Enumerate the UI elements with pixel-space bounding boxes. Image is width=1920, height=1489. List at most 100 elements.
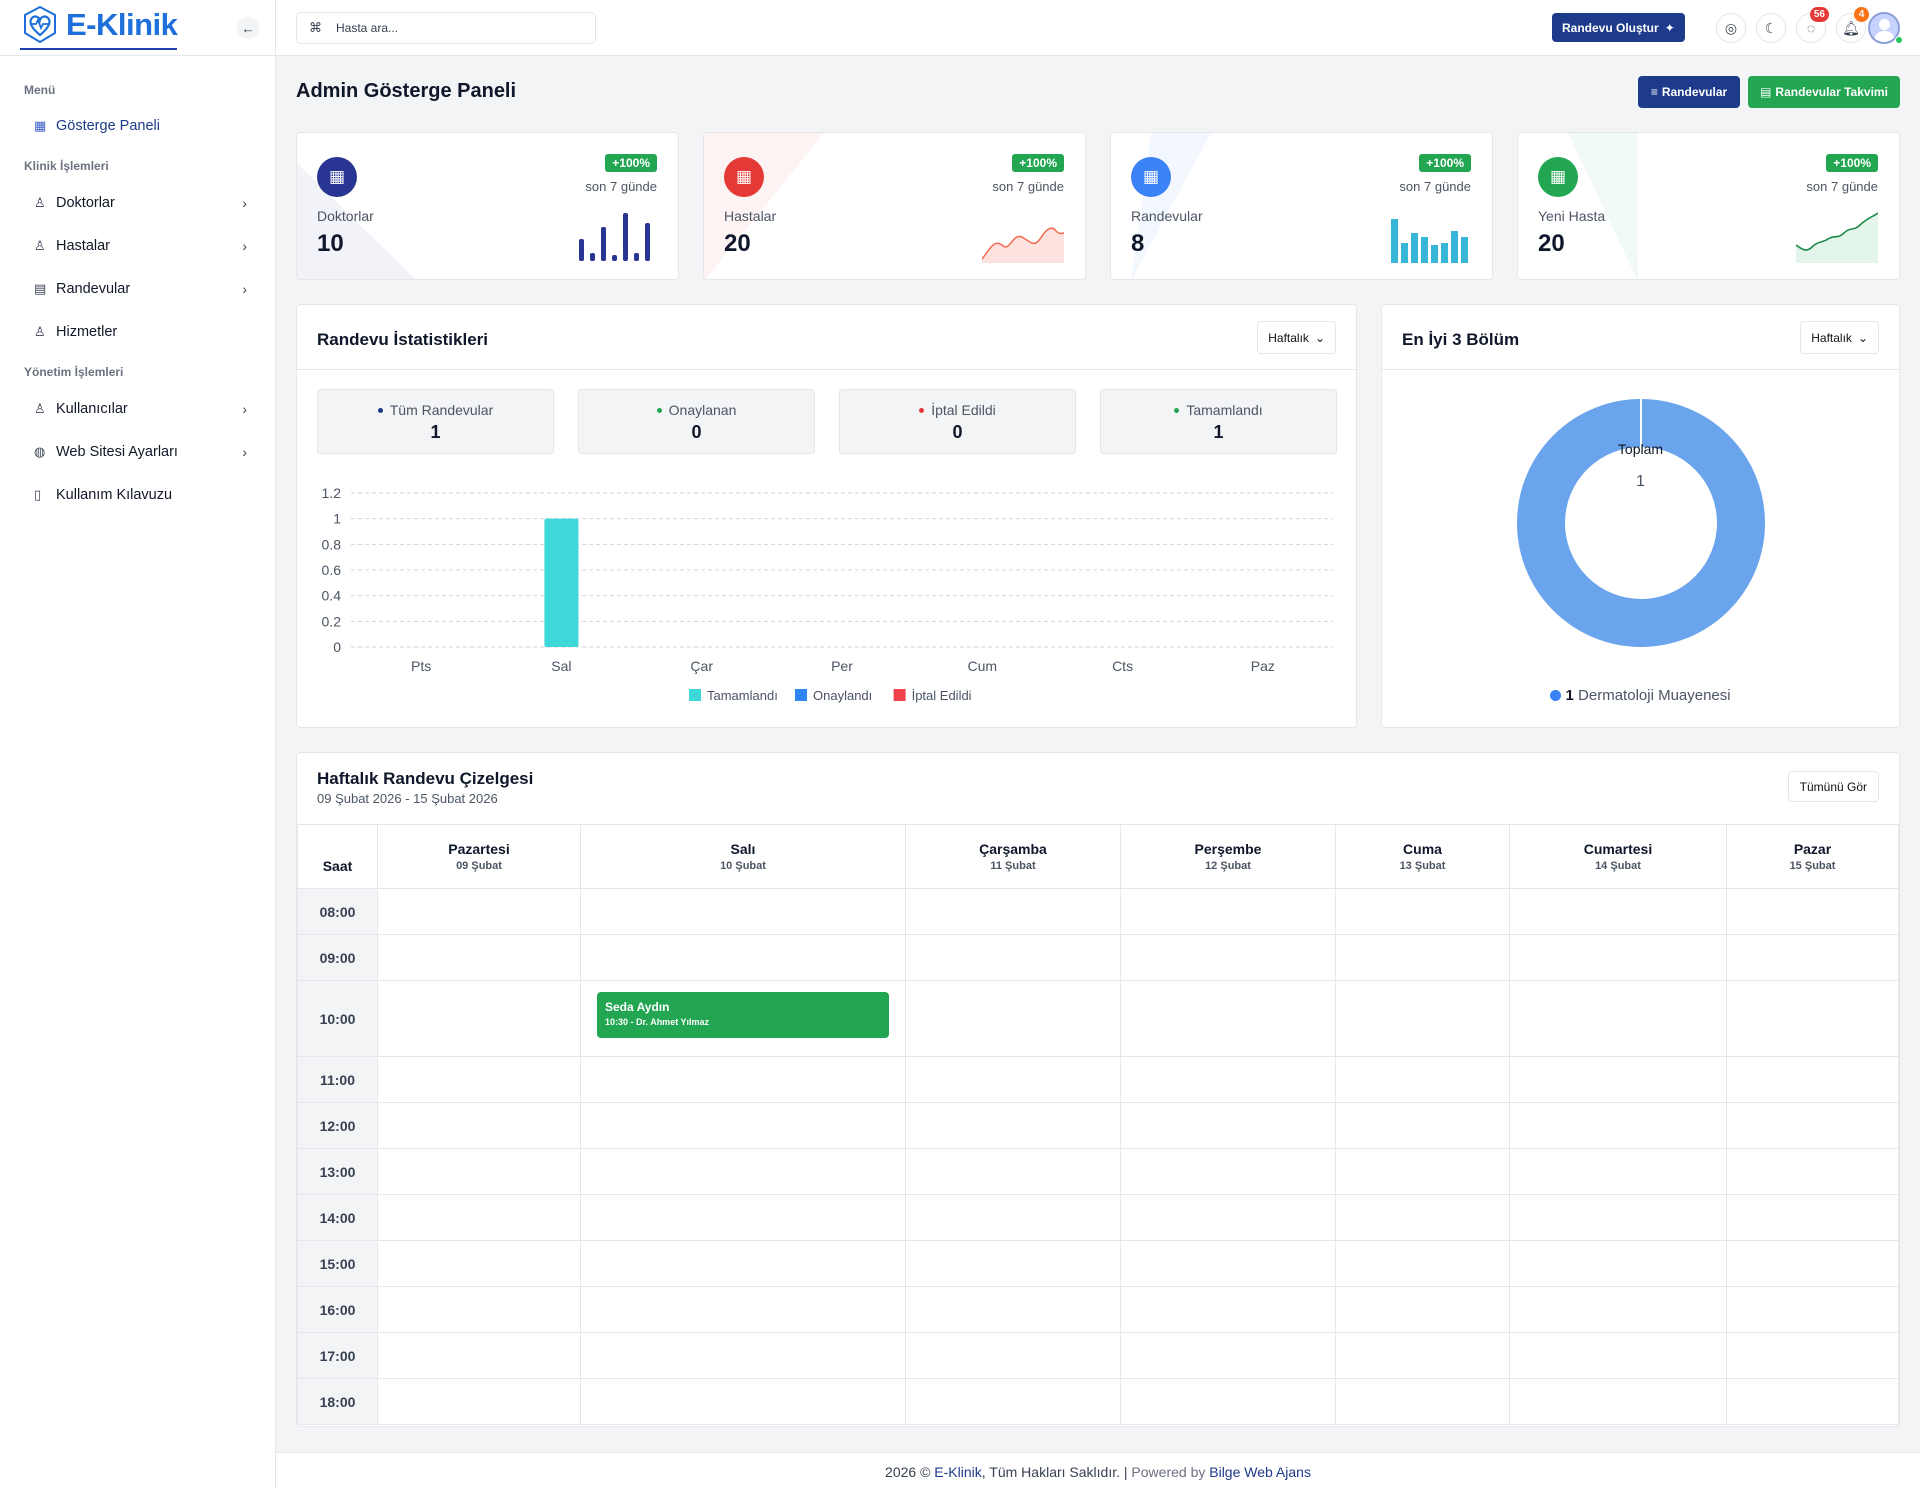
schedule-slot[interactable] bbox=[1335, 1240, 1510, 1287]
schedule-slot[interactable] bbox=[1335, 1102, 1510, 1149]
schedule-slot[interactable] bbox=[1726, 1056, 1899, 1103]
schedule-slot[interactable] bbox=[580, 888, 906, 935]
schedule-slot[interactable] bbox=[580, 1148, 906, 1195]
schedule-slot[interactable] bbox=[905, 934, 1121, 981]
schedule-slot[interactable] bbox=[1509, 934, 1727, 981]
view-all-button[interactable]: Tümünü Gör bbox=[1787, 771, 1879, 802]
schedule-slot[interactable] bbox=[1335, 1194, 1510, 1241]
schedule-slot[interactable] bbox=[1509, 980, 1727, 1057]
footer-agency-link[interactable]: Bilge Web Ajans bbox=[1209, 1464, 1311, 1480]
schedule-slot[interactable] bbox=[1120, 1378, 1336, 1425]
schedule-slot[interactable] bbox=[580, 1056, 906, 1103]
schedule-slot[interactable] bbox=[905, 1148, 1121, 1195]
sidebar-item-website-settings[interactable]: ◍ Web Sitesi Ayarları › bbox=[0, 430, 275, 473]
schedule-slot[interactable] bbox=[580, 1378, 906, 1425]
schedule-slot[interactable] bbox=[377, 1332, 581, 1379]
schedule-slot[interactable] bbox=[1335, 980, 1510, 1057]
sidebar-item-dashboard[interactable]: ▦ Gösterge Paneli bbox=[0, 104, 275, 147]
schedule-slot[interactable] bbox=[905, 1056, 1121, 1103]
schedule-slot[interactable] bbox=[1509, 1194, 1727, 1241]
schedule-slot[interactable] bbox=[1726, 1378, 1899, 1425]
schedule-slot[interactable] bbox=[580, 1102, 906, 1149]
schedule-slot[interactable] bbox=[1335, 1332, 1510, 1379]
schedule-slot[interactable] bbox=[1120, 980, 1336, 1057]
schedule-slot[interactable] bbox=[1726, 1102, 1899, 1149]
sidebar-item-user-guide[interactable]: ▯ Kullanım Kılavuzu bbox=[0, 473, 275, 516]
schedule-slot[interactable] bbox=[1726, 1332, 1899, 1379]
appointments-calendar-button[interactable]: ▤ Randevular Takvimi bbox=[1748, 76, 1900, 108]
schedule-slot[interactable] bbox=[377, 1056, 581, 1103]
schedule-slot[interactable] bbox=[905, 980, 1121, 1057]
schedule-slot[interactable] bbox=[1120, 888, 1336, 935]
footer-brand-link[interactable]: E-Klinik bbox=[934, 1464, 982, 1480]
schedule-slot[interactable] bbox=[1726, 980, 1899, 1057]
schedule-slot[interactable] bbox=[905, 1240, 1121, 1287]
schedule-slot[interactable] bbox=[580, 1286, 906, 1333]
schedule-slot[interactable] bbox=[377, 1102, 581, 1149]
schedule-slot[interactable] bbox=[1509, 888, 1727, 935]
schedule-slot[interactable] bbox=[1335, 1148, 1510, 1195]
sidebar-item-patients[interactable]: ♙ Hastalar › bbox=[0, 224, 275, 267]
schedule-slot[interactable] bbox=[1726, 1194, 1899, 1241]
schedule-slot[interactable] bbox=[905, 1286, 1121, 1333]
sidebar-item-services[interactable]: ♙ Hizmetler bbox=[0, 310, 275, 353]
schedule-slot[interactable] bbox=[377, 1378, 581, 1425]
schedule-slot[interactable] bbox=[1509, 1378, 1727, 1425]
period-dropdown[interactable]: Haftalık ⌄ bbox=[1257, 321, 1336, 354]
schedule-slot[interactable] bbox=[905, 1332, 1121, 1379]
schedule-slot[interactable] bbox=[1726, 1240, 1899, 1287]
schedule-slot[interactable] bbox=[377, 1240, 581, 1287]
sidebar-item-doctors[interactable]: ♙ Doktorlar › bbox=[0, 181, 275, 224]
schedule-slot[interactable] bbox=[377, 888, 581, 935]
schedule-slot[interactable] bbox=[1509, 1286, 1727, 1333]
schedule-slot[interactable] bbox=[1335, 1056, 1510, 1103]
dark-mode-button[interactable]: ☾ bbox=[1756, 13, 1786, 43]
schedule-slot[interactable] bbox=[1509, 1102, 1727, 1149]
schedule-slot[interactable] bbox=[580, 934, 906, 981]
collapse-sidebar-button[interactable]: ← bbox=[237, 17, 259, 39]
schedule-slot[interactable] bbox=[377, 980, 581, 1057]
schedule-slot[interactable] bbox=[1509, 1332, 1727, 1379]
schedule-slot[interactable] bbox=[1726, 934, 1899, 981]
schedule-slot[interactable] bbox=[1335, 1286, 1510, 1333]
schedule-slot[interactable] bbox=[1509, 1056, 1727, 1103]
schedule-slot[interactable] bbox=[580, 1240, 906, 1287]
schedule-slot[interactable] bbox=[1509, 1240, 1727, 1287]
schedule-slot[interactable] bbox=[1335, 934, 1510, 981]
settings-button[interactable]: ◎ bbox=[1716, 13, 1746, 43]
schedule-slot[interactable] bbox=[1509, 1148, 1727, 1195]
schedule-slot[interactable] bbox=[580, 1194, 906, 1241]
notifications-button[interactable]: 🔔︎ 4 bbox=[1836, 7, 1869, 43]
schedule-slot[interactable] bbox=[377, 1194, 581, 1241]
appointments-button[interactable]: ≡ Randevular bbox=[1638, 76, 1740, 108]
schedule-slot[interactable] bbox=[1335, 888, 1510, 935]
schedule-slot[interactable] bbox=[1120, 1056, 1336, 1103]
schedule-slot[interactable] bbox=[1120, 1240, 1336, 1287]
messages-button[interactable]: ◌ 56 bbox=[1796, 7, 1829, 43]
schedule-slot[interactable] bbox=[1120, 934, 1336, 981]
user-avatar[interactable] bbox=[1868, 12, 1900, 44]
schedule-slot[interactable] bbox=[377, 934, 581, 981]
create-appointment-button[interactable]: Randevu Oluştur ✦ bbox=[1552, 13, 1685, 42]
period-dropdown[interactable]: Haftalık ⌄ bbox=[1800, 321, 1879, 354]
schedule-slot[interactable] bbox=[1120, 1148, 1336, 1195]
schedule-slot[interactable] bbox=[1726, 1148, 1899, 1195]
schedule-slot[interactable]: Seda Aydın 10:30 - Dr. Ahmet Yılmaz bbox=[580, 980, 906, 1057]
schedule-slot[interactable] bbox=[1726, 1286, 1899, 1333]
schedule-slot[interactable] bbox=[1120, 1286, 1336, 1333]
schedule-slot[interactable] bbox=[377, 1286, 581, 1333]
schedule-slot[interactable] bbox=[905, 1102, 1121, 1149]
schedule-slot[interactable] bbox=[377, 1148, 581, 1195]
search-box[interactable]: ⌘ bbox=[296, 12, 596, 44]
sidebar-item-users[interactable]: ♙ Kullanıcılar › bbox=[0, 387, 275, 430]
schedule-slot[interactable] bbox=[1726, 888, 1899, 935]
schedule-slot[interactable] bbox=[1120, 1194, 1336, 1241]
search-input[interactable] bbox=[336, 21, 556, 35]
schedule-slot[interactable] bbox=[580, 1332, 906, 1379]
sidebar-item-appointments[interactable]: ▤ Randevular › bbox=[0, 267, 275, 310]
schedule-slot[interactable] bbox=[905, 1378, 1121, 1425]
appointment-event[interactable]: Seda Aydın 10:30 - Dr. Ahmet Yılmaz bbox=[597, 992, 889, 1038]
schedule-slot[interactable] bbox=[1335, 1378, 1510, 1425]
schedule-slot[interactable] bbox=[905, 1194, 1121, 1241]
schedule-slot[interactable] bbox=[905, 888, 1121, 935]
